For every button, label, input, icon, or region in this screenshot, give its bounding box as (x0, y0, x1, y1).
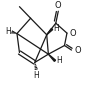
Text: H: H (56, 56, 62, 65)
Text: O: O (74, 46, 81, 55)
Text: O: O (70, 29, 76, 38)
Polygon shape (48, 54, 56, 61)
Polygon shape (47, 28, 53, 35)
Text: H: H (5, 27, 11, 36)
Text: H: H (53, 25, 59, 33)
Text: H: H (34, 71, 39, 80)
Text: O: O (55, 1, 61, 10)
